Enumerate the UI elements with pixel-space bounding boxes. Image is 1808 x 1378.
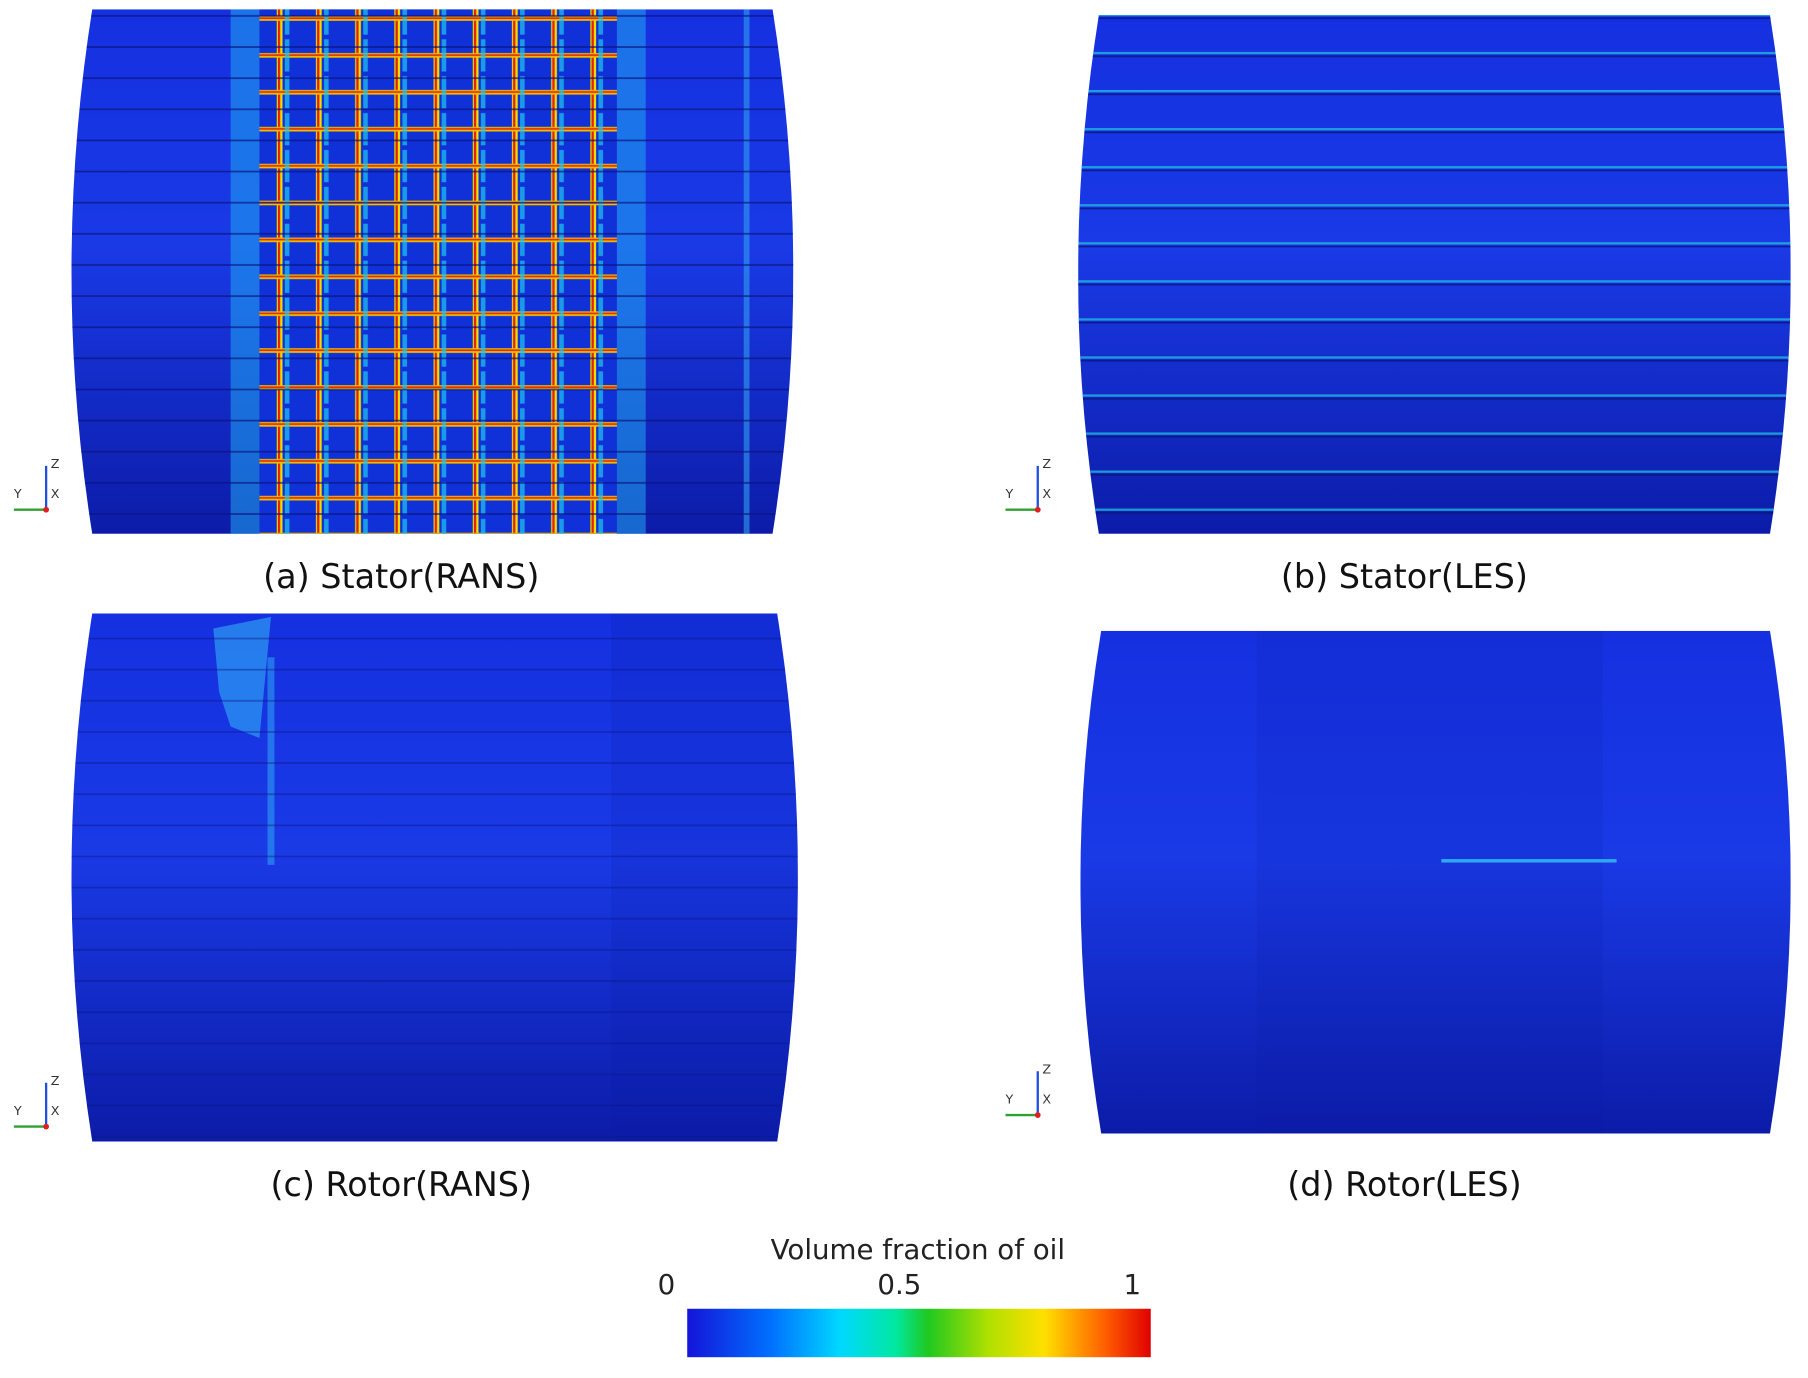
stripes [71,613,798,1142]
panel: (c) Rotor(RANS) ZX Y [13,613,798,1204]
colorbar-tick-label: 0.5 [877,1268,921,1301]
panel-caption: (d) Rotor(LES) [1287,1165,1521,1204]
axis-label-x: X [1042,1092,1051,1107]
colorbar-tick-label: 1 [1124,1268,1142,1301]
axis-origin [1034,506,1041,513]
axis-origin [1034,1112,1041,1118]
panel: (b) Stator(LES) ZX Y [1004,15,1791,596]
cylinder-group [71,9,794,534]
cylinder-group [1078,15,1791,534]
axis-origin [43,1123,50,1130]
axis-label-x: X [1042,486,1051,501]
axis-label-y: Y [1004,1092,1013,1107]
stripes [71,9,794,534]
cylinder-group [1080,630,1791,1134]
axis-label-z: Z [51,1073,60,1088]
panel-caption: (a) Stator(RANS) [263,557,539,596]
axis-label-x: X [51,486,60,501]
section [1256,630,1603,1134]
streak [1441,859,1617,863]
axis-label-y: Y [13,486,22,501]
colorbar [687,1308,1151,1358]
panels: (a) Stator(RANS)ZXY(b) Stator(LES)ZXY(c)… [13,9,1791,1204]
colorbar-title: Volume fraction of oil [771,1233,1065,1266]
axis-label-z: Z [1042,1062,1051,1077]
axis-label-z: Z [1042,456,1051,471]
axis-label-y: Y [13,1103,22,1118]
panel: (a) Stator(RANS) ZX Y [13,9,794,596]
axis-origin [43,506,50,513]
cylinder-group [71,613,798,1142]
colorbar-tick-label: 0 [658,1268,676,1301]
cylinder [1080,630,1791,1134]
panel-caption: (b) Stator(LES) [1281,557,1528,596]
axis-label-y: Y [1004,486,1013,501]
panel-caption: (c) Rotor(RANS) [270,1165,532,1204]
axis-label-z: Z [51,456,60,471]
stripes [1078,15,1791,534]
panel: (d) Rotor(LES) ZX Y [1004,630,1791,1204]
section [611,613,798,1142]
axis-label-x: X [51,1103,60,1118]
